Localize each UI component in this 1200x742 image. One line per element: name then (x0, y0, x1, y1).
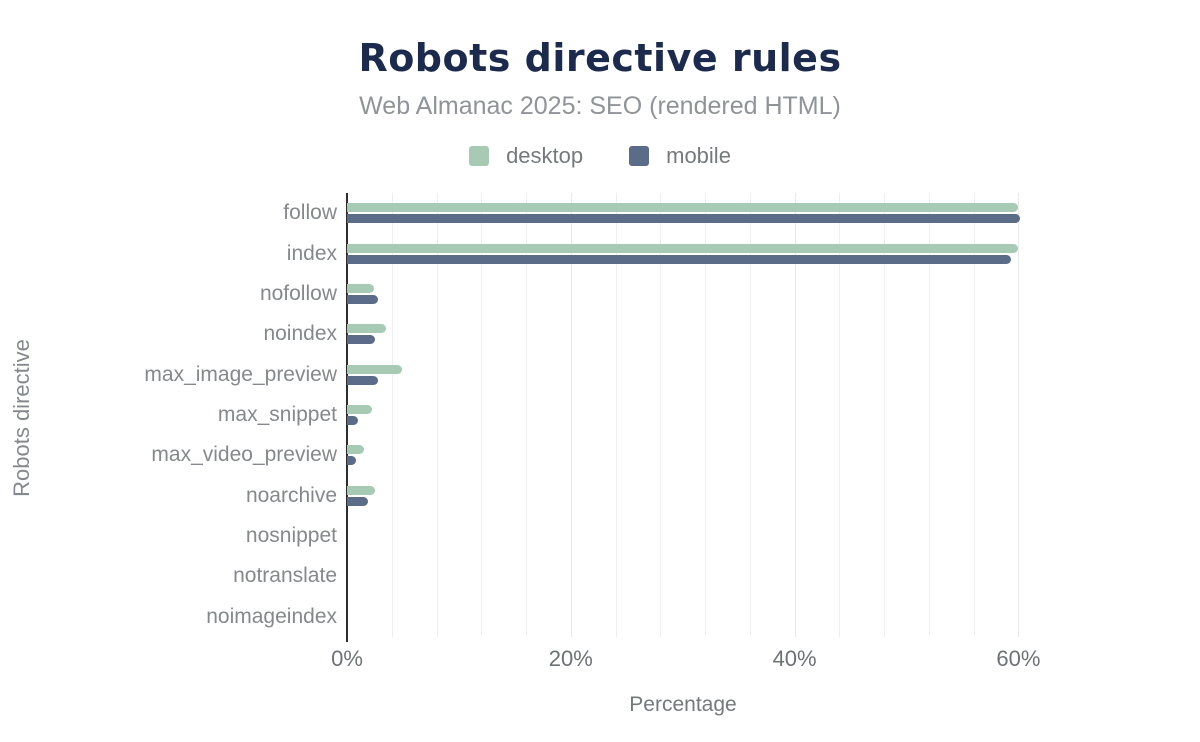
x-tick-20pct: 20% (548, 646, 593, 671)
gridline-32pct (705, 193, 707, 637)
row-noindex: noindex (263, 314, 1130, 354)
row-nofollow: nofollow (260, 274, 1130, 314)
gridline-16pct (526, 193, 528, 637)
gridline-4pct (391, 193, 393, 637)
legend-swatch-desktop (469, 146, 490, 166)
legend-swatch-mobile (629, 146, 650, 166)
category-label-noindex: noindex (263, 322, 337, 346)
bar-mobile-index (347, 254, 1011, 264)
x-tick-0pct: 0% (331, 646, 363, 671)
gridline-36pct (749, 193, 751, 637)
bar-desktop-max_video_preview (347, 445, 364, 455)
bar-desktop-nofollow (347, 283, 374, 293)
category-label-follow: follow (283, 201, 337, 225)
row-max_image_preview: max_image_preview (144, 354, 1130, 394)
gridline-12pct (481, 193, 483, 637)
gridline-48pct (884, 193, 886, 637)
category-label-max_snippet: max_snippet (217, 402, 337, 426)
category-label-noimageindex: noimageindex (206, 604, 337, 628)
gridline-24pct (615, 193, 617, 637)
bar-mobile-follow (347, 214, 1020, 224)
x-axis-title: Percentage (629, 693, 737, 716)
row-noarchive: noarchive (246, 476, 1130, 516)
bar-mobile-max_video_preview (347, 456, 356, 466)
row-index: index (287, 233, 1130, 273)
gridline-8pct (436, 193, 438, 637)
category-label-noarchive: noarchive (245, 483, 337, 507)
chart-subtitle: Web Almanac 2025: SEO (rendered HTML) (359, 92, 841, 120)
bar-desktop-index (347, 243, 1019, 253)
row-follow: follow (283, 193, 1130, 233)
gridline-20pct (570, 193, 572, 637)
row-max_video_preview: max_video_preview (151, 435, 1130, 475)
row-noimageindex: noimageindex (206, 597, 1130, 637)
legend-item-mobile: mobile (629, 143, 731, 169)
bar-mobile-max_snippet (347, 415, 359, 425)
category-label-notranslate: notranslate (233, 564, 337, 588)
legend-label-desktop: desktop (506, 143, 584, 168)
category-label-nosnippet: nosnippet (245, 524, 337, 548)
legend-item-desktop: desktop (469, 143, 583, 169)
bar-desktop-noarchive (347, 485, 375, 495)
gridline-52pct (928, 193, 930, 637)
gridline-56pct (973, 193, 975, 637)
legend-label-mobile: mobile (666, 143, 731, 168)
row-max_snippet: max_snippet (218, 395, 1130, 435)
category-label-nofollow: nofollow (259, 281, 337, 305)
bar-desktop-max_snippet (347, 404, 372, 414)
gridline-28pct (660, 193, 662, 637)
legend: desktop mobile (0, 143, 1200, 169)
chart-title: Robots directive rules (358, 36, 842, 80)
x-tick-40pct: 40% (772, 646, 817, 671)
x-tick-60pct: 60% (996, 646, 1041, 671)
bar-desktop-noindex (347, 324, 387, 334)
row-nosnippet: nosnippet (246, 516, 1130, 556)
bar-mobile-max_image_preview (347, 375, 379, 385)
y-axis-title: Robots directive (9, 339, 34, 497)
bar-mobile-nofollow (347, 294, 379, 304)
bar-desktop-max_image_preview (347, 364, 402, 374)
bar-mobile-noindex (347, 335, 375, 345)
category-label-max_image_preview: max_image_preview (144, 362, 337, 386)
bar-desktop-follow (347, 203, 1019, 213)
category-label-max_video_preview: max_video_preview (151, 443, 337, 467)
gridline-40pct (794, 193, 796, 637)
row-notranslate: notranslate (233, 556, 1130, 596)
gridline-60pct (1018, 193, 1020, 637)
plot-area: follow index nofollow noindex max_image_prev… (144, 193, 1130, 642)
category-label-index: index (286, 241, 337, 265)
bar-mobile-noarchive (347, 496, 369, 506)
gridline-44pct (839, 193, 841, 637)
x-axis-ticks: 0% 20% 40% 60% (331, 646, 1130, 671)
